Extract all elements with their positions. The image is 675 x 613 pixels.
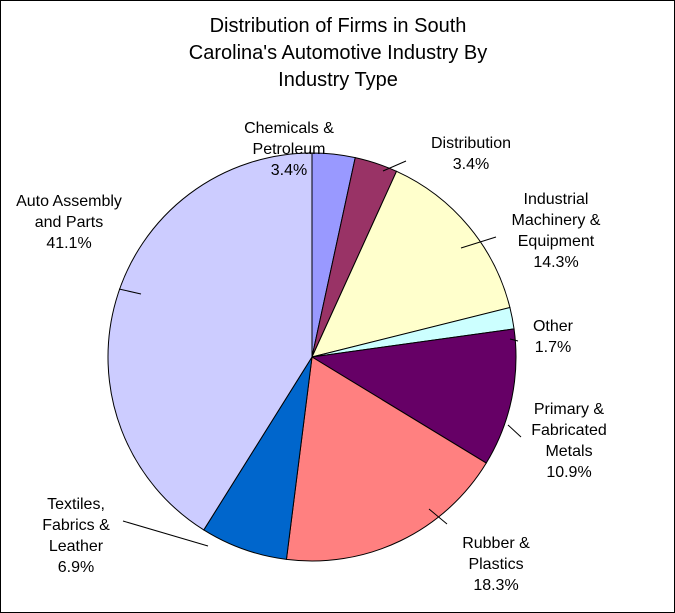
leader-line [428, 508, 448, 525]
value-label: 18.3% [473, 577, 519, 594]
chart-title: Distribution of Firms in South Carolina'… [188, 15, 488, 91]
slice-label: Primary & Fabricated Metals 10.9% [519, 399, 619, 483]
leader-line [509, 338, 519, 342]
category-label: Distribution [430, 135, 512, 152]
leader-lines [118, 160, 522, 547]
value-label: 6.9% [57, 559, 95, 576]
slice-label: Distribution 3.4% [411, 133, 531, 175]
value-label: 10.9% [546, 464, 592, 481]
value-label: 41.1% [46, 235, 92, 252]
leader-line [122, 520, 209, 547]
leader-line [460, 236, 497, 249]
leader-line [507, 424, 522, 438]
category-label: Primary & Fabricated Metals [531, 401, 607, 460]
pie-slice [107, 152, 313, 531]
slice-label: Textiles, Fabrics & Leather 6.9% [29, 494, 124, 578]
category-label: Industrial Machinery & Equipment [511, 191, 601, 250]
pie-slice [285, 356, 487, 562]
slice-label: Industrial Machinery & Equipment 14.3% [496, 189, 616, 273]
category-label: Rubber & Plastics [462, 535, 530, 573]
value-label: 14.3% [533, 254, 579, 271]
category-label: Textiles, Fabrics & Leather [42, 496, 110, 555]
slice-label: Rubber & Plastics 18.3% [446, 533, 546, 596]
value-label: 3.4% [270, 162, 308, 179]
slice-label: Other 1.7% [513, 316, 593, 358]
leader-line [118, 288, 142, 295]
category-label: Auto Assembly and Parts [16, 193, 122, 231]
slice-label: Auto Assembly and Parts 41.1% [13, 191, 125, 254]
category-label: Other [532, 318, 573, 335]
value-label: 3.4% [452, 156, 490, 173]
pie-slice [310, 328, 517, 464]
pie-slice [311, 170, 511, 358]
leader-line [382, 160, 407, 172]
category-label: Chemicals & Petroleum [244, 120, 334, 158]
slice-label: Chemicals & Petroleum 3.4% [224, 118, 354, 181]
value-label: 1.7% [534, 339, 572, 356]
